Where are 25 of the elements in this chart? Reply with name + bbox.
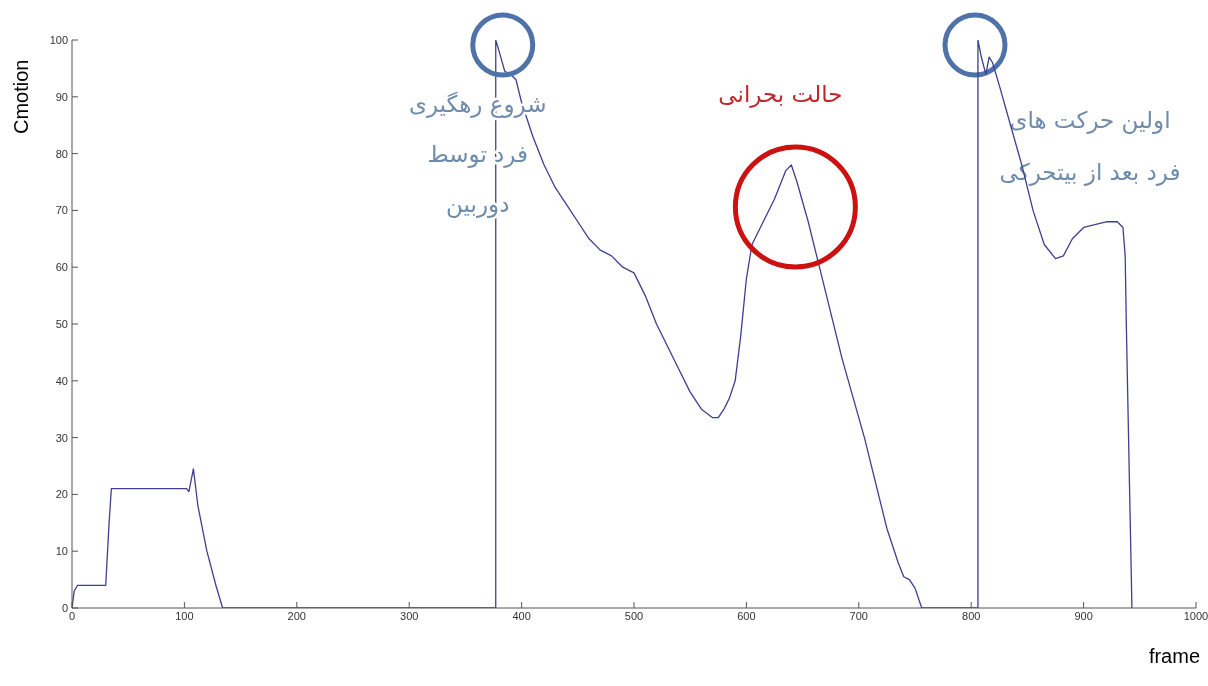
y-tick-label: 50 — [55, 317, 68, 330]
x-tick-label: 1000 — [1183, 609, 1208, 622]
x-tick-label: 100 — [175, 609, 194, 622]
y-tick-label: 20 — [55, 488, 68, 501]
x-tick-label: 700 — [849, 609, 868, 622]
y-tick-label: 0 — [61, 601, 68, 614]
x-tick-label: 900 — [1074, 609, 1093, 622]
y-tick-label: 90 — [55, 90, 68, 103]
y-tick-label: 40 — [55, 374, 68, 387]
y-tick-label: 80 — [55, 147, 68, 160]
x-tick-label: 0 — [68, 609, 76, 622]
y-tick-label: 70 — [55, 204, 68, 217]
y-tick-label: 10 — [55, 545, 68, 558]
x-tick-label: 300 — [400, 609, 419, 622]
y-tick-label: 60 — [55, 261, 68, 274]
x-tick-label: 500 — [624, 609, 644, 622]
y-tick-label: 30 — [55, 431, 68, 444]
x-tick-label: 200 — [287, 609, 306, 622]
x-axis-title: frame — [1148, 645, 1200, 668]
x-tick-label: 800 — [962, 609, 981, 622]
y-tick-label: 100 — [49, 33, 68, 46]
x-tick-label: 600 — [737, 609, 756, 622]
y-axis-title: Cmotion — [10, 59, 33, 134]
x-tick-label: 400 — [512, 609, 531, 622]
annotation: حالت بحرانی — [718, 80, 843, 108]
